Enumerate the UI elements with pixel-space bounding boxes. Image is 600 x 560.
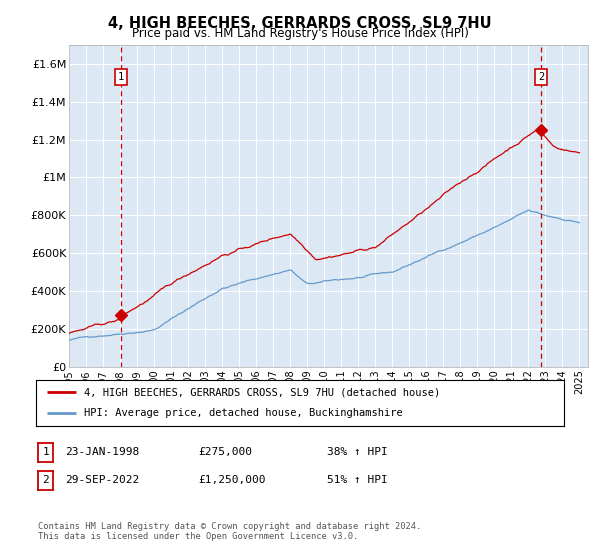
Text: £1,250,000: £1,250,000	[198, 475, 265, 486]
Text: £275,000: £275,000	[198, 447, 252, 458]
Text: 29-SEP-2022: 29-SEP-2022	[65, 475, 139, 486]
Text: 51% ↑ HPI: 51% ↑ HPI	[327, 475, 388, 486]
Text: 2: 2	[538, 72, 544, 82]
Text: 1: 1	[118, 72, 124, 82]
Text: 4, HIGH BEECHES, GERRARDS CROSS, SL9 7HU: 4, HIGH BEECHES, GERRARDS CROSS, SL9 7HU	[108, 16, 492, 31]
Text: 38% ↑ HPI: 38% ↑ HPI	[327, 447, 388, 458]
Text: 1: 1	[42, 447, 49, 458]
Text: 2: 2	[42, 475, 49, 486]
Text: Contains HM Land Registry data © Crown copyright and database right 2024.
This d: Contains HM Land Registry data © Crown c…	[38, 522, 421, 542]
Text: HPI: Average price, detached house, Buckinghamshire: HPI: Average price, detached house, Buck…	[83, 408, 402, 418]
Text: 4, HIGH BEECHES, GERRARDS CROSS, SL9 7HU (detached house): 4, HIGH BEECHES, GERRARDS CROSS, SL9 7HU…	[83, 387, 440, 397]
Text: 23-JAN-1998: 23-JAN-1998	[65, 447, 139, 458]
Text: Price paid vs. HM Land Registry's House Price Index (HPI): Price paid vs. HM Land Registry's House …	[131, 27, 469, 40]
